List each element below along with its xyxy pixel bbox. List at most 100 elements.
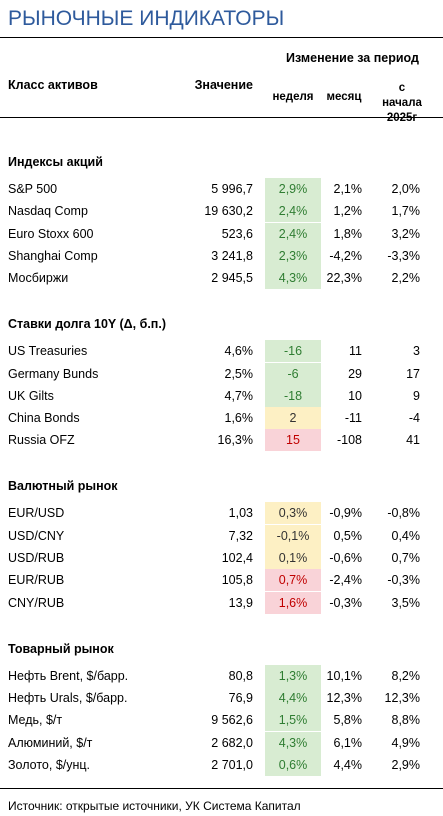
week-change: -18 [283,388,303,403]
value: 2 682,0 [211,735,253,750]
month-change: -4,2% [329,248,362,263]
ytd-change: 12,3% [384,690,420,705]
header-change-period: Изменение за период [286,51,419,65]
divider [0,788,443,789]
value: 3 241,8 [211,248,253,263]
value: 76,9 [228,690,253,705]
month-change: 10 [348,388,362,403]
divider [0,37,443,38]
asset-name: Shanghai Comp [8,248,98,263]
week-cell-bg [265,709,321,732]
month-change: -2,4% [329,573,362,588]
ytd-change: 2,0% [391,182,421,196]
asset-name: Медь, $/т [8,713,63,728]
asset-name: Нефть Urals, $/барр. [8,690,128,705]
week-cell-bg [265,362,321,385]
asset-name: China Bonds [8,411,80,426]
value: 523,6 [221,226,253,241]
week-change: 0,7% [278,573,308,588]
section-title: Ставки долга 10Y (Δ, б.п.) [8,317,166,332]
value: 2 945,5 [211,271,253,286]
month-change: 12,3% [326,690,362,705]
value: 2 701,0 [211,757,253,772]
week-change: 2,4% [278,226,308,241]
ytd-change: -0,3% [387,573,420,588]
value: 13,9 [228,595,253,610]
asset-name: Nasdaq Comp [8,204,88,219]
value: 2,5% [224,366,254,381]
asset-name: CNY/RUB [8,595,65,610]
ytd-change: -0,8% [387,506,420,521]
month-change: 10,1% [326,668,362,683]
ytd-change: 4,9% [391,735,421,750]
value: 9 562,6 [211,713,253,728]
ytd-change: 1,7% [391,204,421,219]
asset-name: Алюминий, $/т [8,735,93,750]
week-cell-bg [265,222,321,245]
value: 19 630,2 [204,204,253,219]
week-change: 0,1% [278,551,308,565]
week-change: 2,3% [278,248,308,263]
month-change: 1,8% [333,226,363,241]
section-title: Товарный рынок [8,641,114,656]
week-cell-bg [265,591,321,614]
week-cell-bg [265,340,321,363]
week-cell-bg [265,569,321,592]
week-cell-bg [265,686,321,709]
section-title: Валютный рынок [8,479,118,494]
month-change: 4,4% [333,757,363,772]
ytd-change: 8,8% [391,713,421,728]
header-value: Значение [194,78,253,92]
asset-name: Germany Bunds [8,366,99,381]
week-change: 15 [286,433,300,448]
asset-name: Нефть Brent, $/барр. [8,668,129,683]
asset-name: USD/RUB [8,551,65,565]
ytd-change: 9 [413,388,420,403]
week-change: 2,9% [278,182,308,196]
asset-name: Мосбиржи [8,271,69,286]
week-cell-bg [265,547,321,569]
asset-name: EUR/RUB [8,573,65,588]
week-change: 1,6% [278,595,308,610]
week-cell-bg [265,384,321,407]
value: 1,03 [228,506,253,521]
header-month: месяц [326,91,362,103]
title: РЫНОЧНЫЕ ИНДИКАТОРЫ [8,7,285,30]
value: 4,7% [224,388,254,403]
month-change: 5,8% [333,713,363,728]
week-change: 0,6% [278,757,308,772]
divider [0,117,443,118]
asset-name: Russia OFZ [8,433,75,448]
month-change: 22,3% [326,271,362,286]
ytd-change: 3,5% [391,595,421,610]
month-change: 29 [348,366,362,381]
month-change: -108 [336,433,362,448]
ytd-change: 0,4% [391,528,421,543]
week-change: 1,5% [278,713,308,728]
ytd-change: -4 [408,411,420,426]
month-change: -0,3% [329,595,362,610]
header-asset-class: Класс активов [8,78,98,92]
month-change: -11 [344,411,362,426]
value: 7,32 [228,528,253,543]
value: 16,3% [217,433,253,448]
week-cell-bg [265,429,321,452]
week-change: -0,1% [276,528,310,543]
ytd-change: 41 [406,433,420,448]
month-change: 11 [349,344,362,359]
week-cell-bg [265,731,321,754]
asset-name: EUR/USD [8,506,65,521]
month-change: 0,5% [333,528,363,543]
value: 4,6% [224,344,254,359]
ytd-change: -3,3% [387,248,420,263]
week-change: 4,3% [278,271,308,286]
week-cell-bg [265,178,321,200]
asset-name: Золото, $/унц. [8,757,91,772]
ytd-change: 8,2% [391,668,421,683]
ytd-change: 2,9% [391,757,421,772]
week-change: 1,3% [278,668,308,683]
ytd-change: 0,7% [391,551,421,565]
month-change: -0,9% [329,506,362,521]
month-change: 1,2% [333,204,363,219]
